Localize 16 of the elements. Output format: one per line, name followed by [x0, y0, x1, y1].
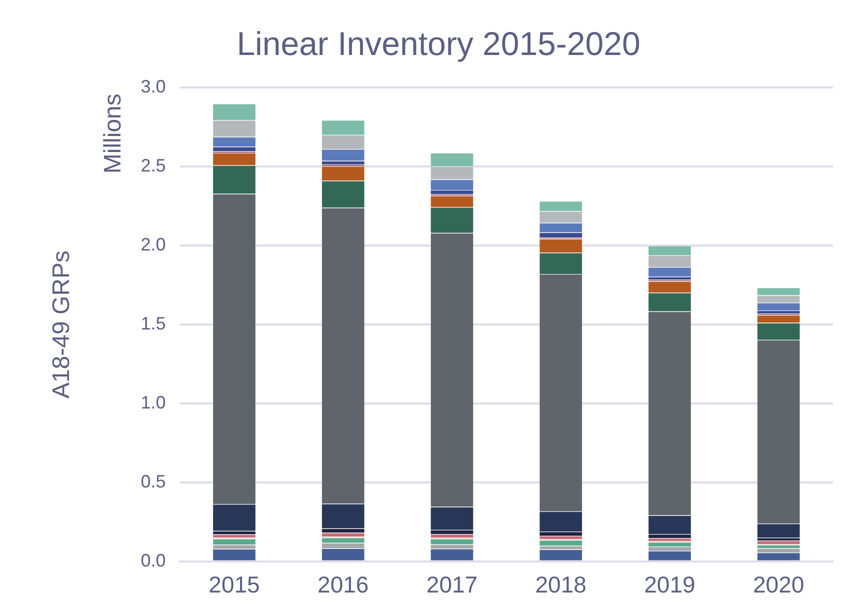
y-tick-label: 3.0 [140, 76, 166, 97]
x-tick-label: 2016 [318, 572, 369, 598]
x-tick-label: 2015 [208, 572, 260, 598]
y-tick-label: 0.5 [140, 471, 166, 492]
text: Millions [99, 94, 126, 174]
x-tick-label: 2020 [752, 572, 804, 598]
y-tick-label: 1.0 [140, 392, 166, 412]
y-axis-title: A18-49 GRPs [48, 250, 76, 399]
y-tick-label: 0.0 [140, 550, 166, 570]
chart-title: Linear Inventory 2015-2020 [236, 24, 640, 62]
x-tick-label: 2017 [426, 572, 478, 598]
y-tick-label: 2.0 [140, 234, 166, 254]
y-tick-label: 1.5 [140, 313, 166, 334]
x-tick-label: 2019 [644, 572, 696, 598]
y-tick-label: 2.5 [140, 156, 166, 176]
x-tick-label: 2018 [535, 572, 586, 598]
